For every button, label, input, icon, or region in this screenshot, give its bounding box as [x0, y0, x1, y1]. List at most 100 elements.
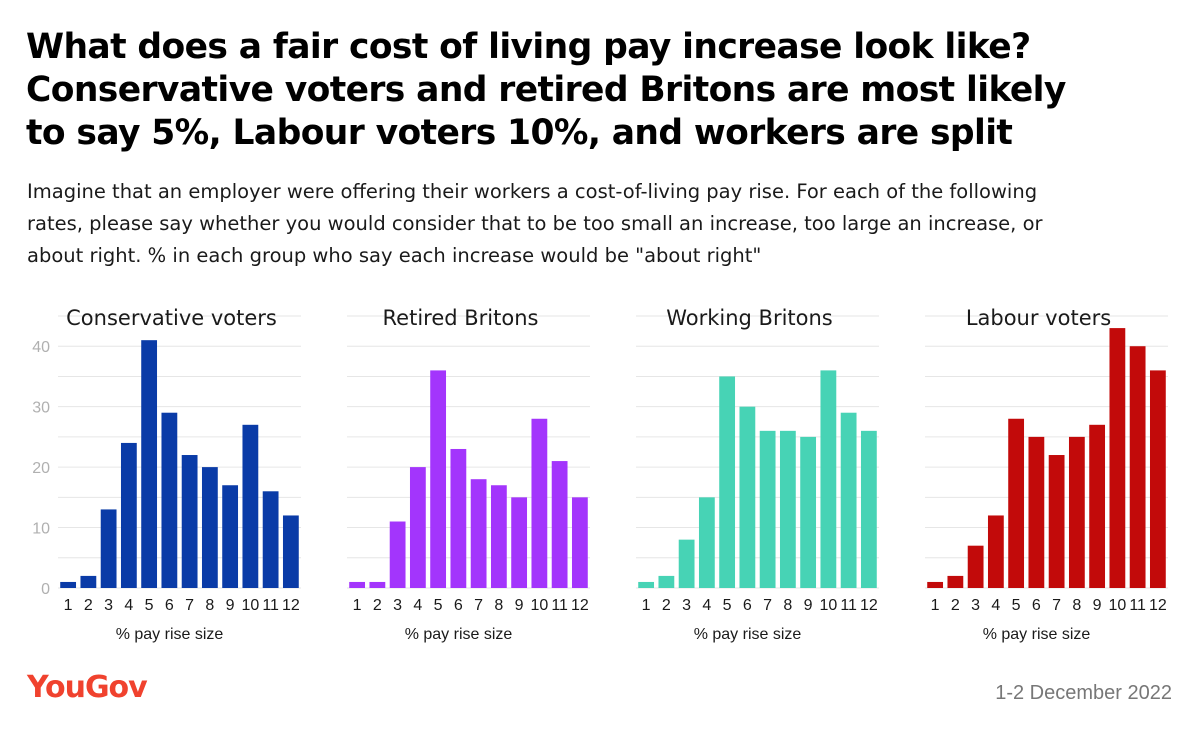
x-tick-label: 11 — [551, 597, 568, 614]
x-tick-label: 1 — [642, 597, 651, 614]
x-tick-label: 7 — [763, 597, 772, 614]
x-tick-label: 9 — [226, 597, 235, 614]
bar — [967, 545, 984, 588]
bar — [450, 448, 467, 588]
bar — [987, 515, 1004, 588]
x-tick-label: 2 — [373, 597, 382, 614]
x-axis-label: % pay rise size — [116, 626, 224, 643]
bar — [100, 509, 117, 588]
subtitle-line: rates, please say whether you would cons… — [27, 212, 1043, 235]
x-tick-label: 2 — [84, 597, 93, 614]
x-tick-label: 5 — [145, 597, 154, 614]
bar — [571, 497, 588, 588]
y-tick-label: 40 — [32, 339, 50, 356]
subtitle-line: Imagine that an employer were offering t… — [27, 180, 1038, 203]
y-tick-label: 10 — [32, 521, 50, 538]
x-tick-label: 5 — [723, 597, 732, 614]
x-tick-label: 3 — [682, 597, 691, 614]
bar — [369, 581, 386, 588]
bar — [820, 370, 837, 588]
bar — [141, 340, 158, 588]
x-tick-label: 4 — [124, 597, 133, 614]
x-tick-label: 10 — [1108, 597, 1126, 614]
bar — [511, 497, 528, 588]
x-tick-label: 10 — [819, 597, 837, 614]
bar — [739, 406, 756, 588]
x-tick-label: 1 — [931, 597, 940, 614]
y-tick-label: 0 — [41, 581, 50, 598]
bar — [490, 485, 507, 588]
x-tick-label: 12 — [282, 597, 300, 614]
x-tick-label: 8 — [1072, 597, 1081, 614]
x-tick-label: 9 — [804, 597, 813, 614]
bar — [80, 575, 97, 588]
bar — [1048, 455, 1065, 588]
bar — [947, 575, 964, 588]
bar — [779, 430, 796, 588]
x-tick-label: 8 — [205, 597, 214, 614]
bar — [1129, 346, 1146, 588]
x-tick-label: 4 — [991, 597, 1000, 614]
bar — [719, 376, 736, 588]
bar — [759, 430, 776, 588]
x-tick-label: 9 — [1093, 597, 1102, 614]
bar — [1149, 370, 1166, 588]
bar — [1109, 328, 1126, 588]
title-line: Conservative voters and retired Britons … — [26, 70, 1066, 110]
y-tick-label: 30 — [32, 400, 50, 417]
bar — [1028, 436, 1045, 588]
x-tick-label: 12 — [860, 597, 878, 614]
x-tick-label: 3 — [971, 597, 980, 614]
x-tick-label: 8 — [494, 597, 503, 614]
x-tick-label: 7 — [1052, 597, 1061, 614]
bar — [1068, 436, 1085, 588]
bar — [470, 479, 487, 588]
bar — [1008, 418, 1025, 588]
x-tick-label: 10 — [530, 597, 548, 614]
x-tick-label: 6 — [1032, 597, 1041, 614]
bar — [800, 436, 817, 588]
bar — [242, 424, 259, 588]
x-tick-label: 1 — [353, 597, 362, 614]
bar — [638, 581, 655, 588]
chart-title: What does a fair cost of living pay incr… — [26, 26, 1186, 155]
x-tick-label: 5 — [1012, 597, 1021, 614]
x-tick-label: 4 — [702, 597, 711, 614]
panel-title: Retired Britons — [383, 306, 539, 330]
bar — [222, 485, 239, 588]
bar — [551, 461, 568, 588]
x-tick-label: 2 — [662, 597, 671, 614]
bar — [389, 521, 406, 588]
bar — [262, 491, 279, 588]
x-tick-label: 6 — [743, 597, 752, 614]
x-tick-label: 2 — [951, 597, 960, 614]
x-axis-label: % pay rise size — [405, 626, 513, 643]
bar — [161, 412, 178, 588]
x-tick-label: 5 — [434, 597, 443, 614]
x-tick-label: 11 — [840, 597, 857, 614]
x-tick-label: 10 — [241, 597, 259, 614]
chart-subtitle: Imagine that an employer were offering t… — [27, 176, 1177, 272]
subtitle-line: about right. % in each group who say eac… — [27, 244, 762, 267]
bar — [698, 497, 715, 588]
panel-title: Working Britons — [666, 306, 833, 330]
x-tick-label: 12 — [571, 597, 589, 614]
bar — [60, 581, 77, 588]
x-tick-label: 11 — [262, 597, 279, 614]
bar — [181, 455, 198, 588]
x-tick-label: 6 — [454, 597, 463, 614]
fieldwork-date: 1-2 December 2022 — [995, 682, 1172, 704]
panel-title: Labour voters — [966, 306, 1111, 330]
bar — [531, 418, 548, 588]
x-axis-label: % pay rise size — [983, 626, 1091, 643]
x-tick-label: 9 — [515, 597, 524, 614]
yougov-logo: YouGov — [27, 670, 148, 705]
x-tick-label: 8 — [783, 597, 792, 614]
bar — [1089, 424, 1106, 588]
bar — [282, 515, 299, 588]
x-tick-label: 3 — [104, 597, 113, 614]
bar — [658, 575, 675, 588]
bar — [860, 430, 877, 588]
